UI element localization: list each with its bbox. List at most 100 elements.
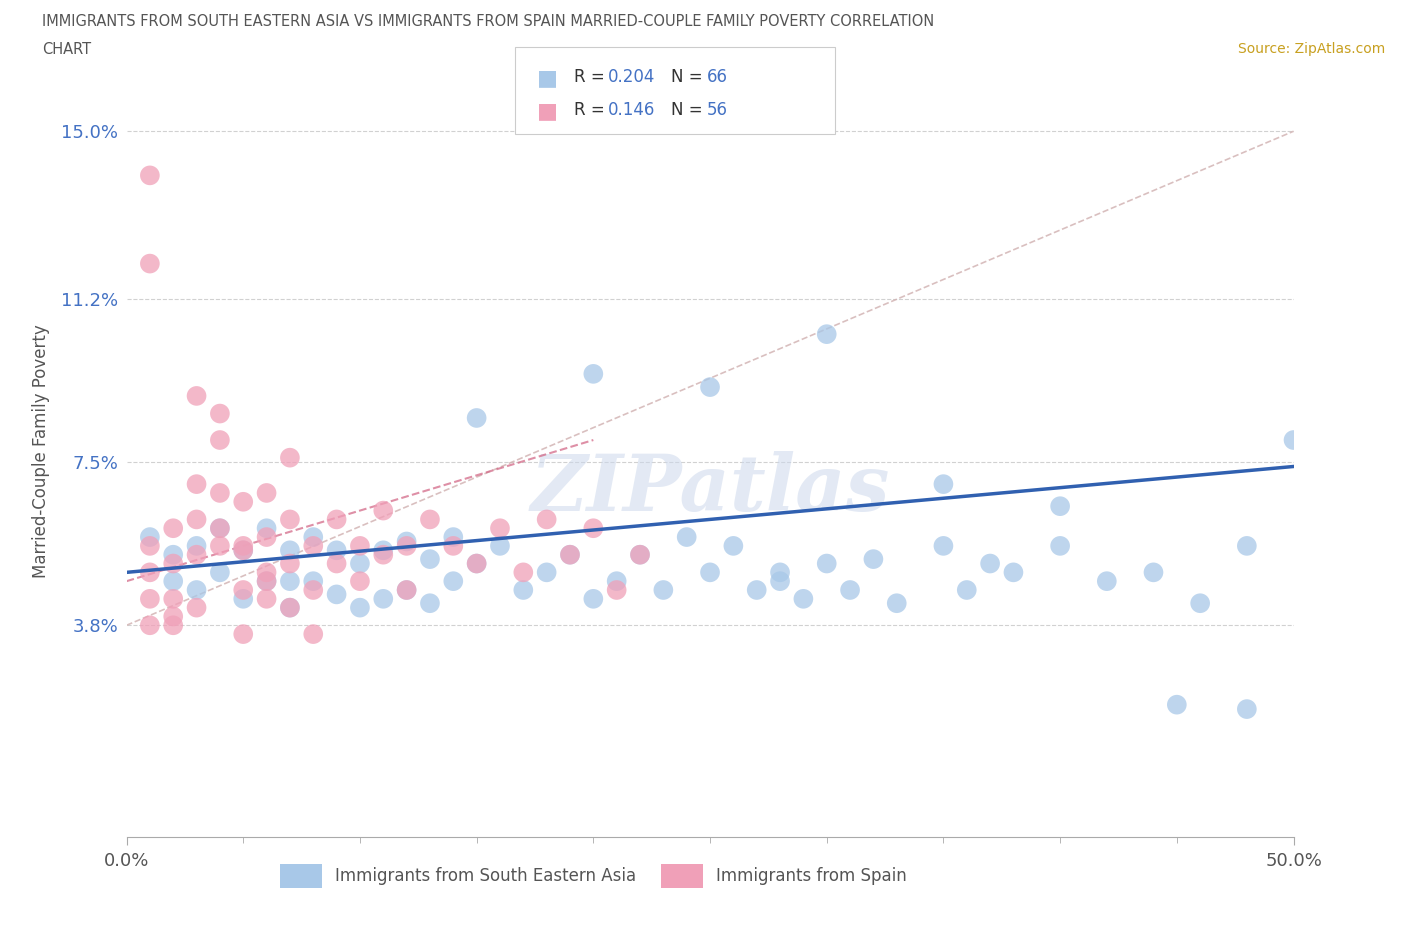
Point <box>606 582 628 597</box>
Point <box>1049 538 1071 553</box>
Point <box>162 618 184 632</box>
Point <box>1282 432 1305 447</box>
Point <box>536 512 558 527</box>
Point <box>208 406 231 421</box>
Point <box>582 591 605 606</box>
Point <box>395 582 418 597</box>
Point <box>325 543 347 558</box>
Point <box>1189 596 1212 611</box>
Point <box>256 485 278 500</box>
Point <box>723 538 745 553</box>
Point <box>208 565 231 579</box>
Point <box>699 565 721 579</box>
Point <box>558 547 581 562</box>
Point <box>162 574 184 589</box>
Text: ZIPatlas: ZIPatlas <box>530 451 890 528</box>
Point <box>139 538 162 553</box>
Point <box>232 627 254 642</box>
Point <box>139 591 162 606</box>
Point <box>1049 498 1071 513</box>
Text: N =: N = <box>671 68 707 86</box>
Point <box>232 582 254 597</box>
Point <box>349 538 371 553</box>
Point <box>862 551 884 566</box>
Point <box>373 543 395 558</box>
Text: 66: 66 <box>707 68 728 86</box>
Point <box>465 556 488 571</box>
Point <box>278 543 301 558</box>
Point <box>208 521 231 536</box>
Point <box>139 256 162 271</box>
Point <box>302 574 325 589</box>
Point <box>769 574 792 589</box>
Point <box>441 538 464 553</box>
Point <box>373 547 395 562</box>
Point <box>582 366 605 381</box>
Point <box>278 574 301 589</box>
Point <box>558 547 581 562</box>
Point <box>162 521 184 536</box>
Point <box>373 503 395 518</box>
Text: R =: R = <box>574 101 610 119</box>
Text: 56: 56 <box>707 101 728 119</box>
Point <box>139 168 162 183</box>
Point <box>208 485 231 500</box>
Point <box>606 574 628 589</box>
Point <box>302 627 325 642</box>
Point <box>582 521 605 536</box>
Point <box>349 574 371 589</box>
Point <box>256 574 278 589</box>
Point <box>1002 565 1025 579</box>
Point <box>186 538 208 553</box>
Point <box>395 582 418 597</box>
Point <box>419 551 441 566</box>
Legend: Immigrants from South Eastern Asia, Immigrants from Spain: Immigrants from South Eastern Asia, Immi… <box>273 857 914 895</box>
Point <box>186 389 208 404</box>
Point <box>256 591 278 606</box>
Point <box>1166 698 1188 712</box>
Text: CHART: CHART <box>42 42 91 57</box>
Point <box>162 591 184 606</box>
Point <box>278 556 301 571</box>
Point <box>628 547 651 562</box>
Point <box>162 556 184 571</box>
Point <box>186 582 208 597</box>
Point <box>162 609 184 624</box>
Point <box>139 565 162 579</box>
Point <box>769 565 792 579</box>
Point <box>349 556 371 571</box>
Point <box>208 432 231 447</box>
Point <box>465 410 488 425</box>
Point <box>186 477 208 492</box>
Point <box>699 379 721 394</box>
Point <box>302 529 325 544</box>
Point <box>208 538 231 553</box>
Point <box>232 495 254 510</box>
Point <box>1236 538 1258 553</box>
Point <box>979 556 1001 571</box>
Point <box>325 556 347 571</box>
Point <box>1095 574 1118 589</box>
Point <box>886 596 908 611</box>
Text: ■: ■ <box>537 68 558 88</box>
Point <box>256 565 278 579</box>
Point <box>278 600 301 615</box>
Point <box>302 538 325 553</box>
Point <box>441 574 464 589</box>
Point <box>186 600 208 615</box>
Point <box>186 512 208 527</box>
Point <box>278 512 301 527</box>
Point <box>628 547 651 562</box>
Point <box>932 538 955 553</box>
Point <box>278 600 301 615</box>
Point <box>745 582 768 597</box>
Point <box>256 529 278 544</box>
Point <box>373 591 395 606</box>
Point <box>395 538 418 553</box>
Point <box>956 582 979 597</box>
Text: N =: N = <box>671 101 707 119</box>
Point <box>302 582 325 597</box>
Point <box>395 534 418 549</box>
Point <box>441 529 464 544</box>
Text: ■: ■ <box>537 101 558 122</box>
